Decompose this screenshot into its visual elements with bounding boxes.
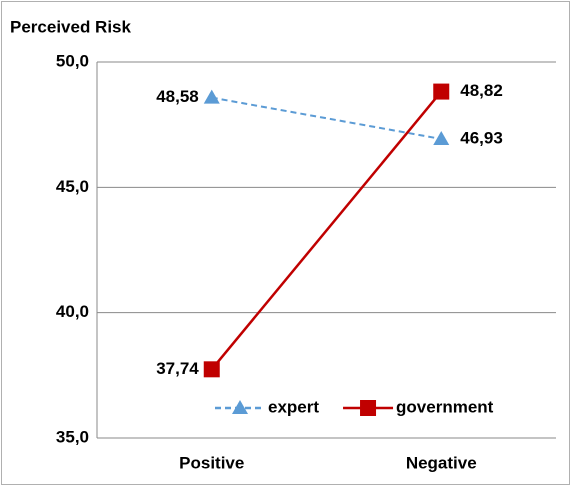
chart-title: Perceived Risk (10, 17, 132, 36)
data-label: 48,82 (460, 81, 503, 100)
y-tick-label: 50,0 (56, 51, 89, 70)
y-tick-label: 35,0 (56, 427, 89, 446)
data-label: 46,93 (460, 128, 503, 147)
marker (433, 130, 450, 145)
series-line (211, 96, 442, 140)
marker (433, 83, 450, 100)
legend-marker (360, 400, 377, 416)
marker (203, 361, 220, 378)
x-tick-label: Negative (406, 453, 477, 472)
legend-label: expert (268, 397, 319, 416)
x-tick-label: Positive (179, 453, 244, 472)
marker (203, 89, 220, 104)
legend-label: government (396, 397, 494, 416)
legend-marker (232, 400, 248, 414)
y-tick-label: 40,0 (56, 302, 89, 321)
data-label: 48,58 (156, 87, 199, 106)
data-label: 37,74 (156, 359, 199, 378)
series-line (210, 90, 443, 371)
y-tick-label: 45,0 (56, 177, 89, 196)
